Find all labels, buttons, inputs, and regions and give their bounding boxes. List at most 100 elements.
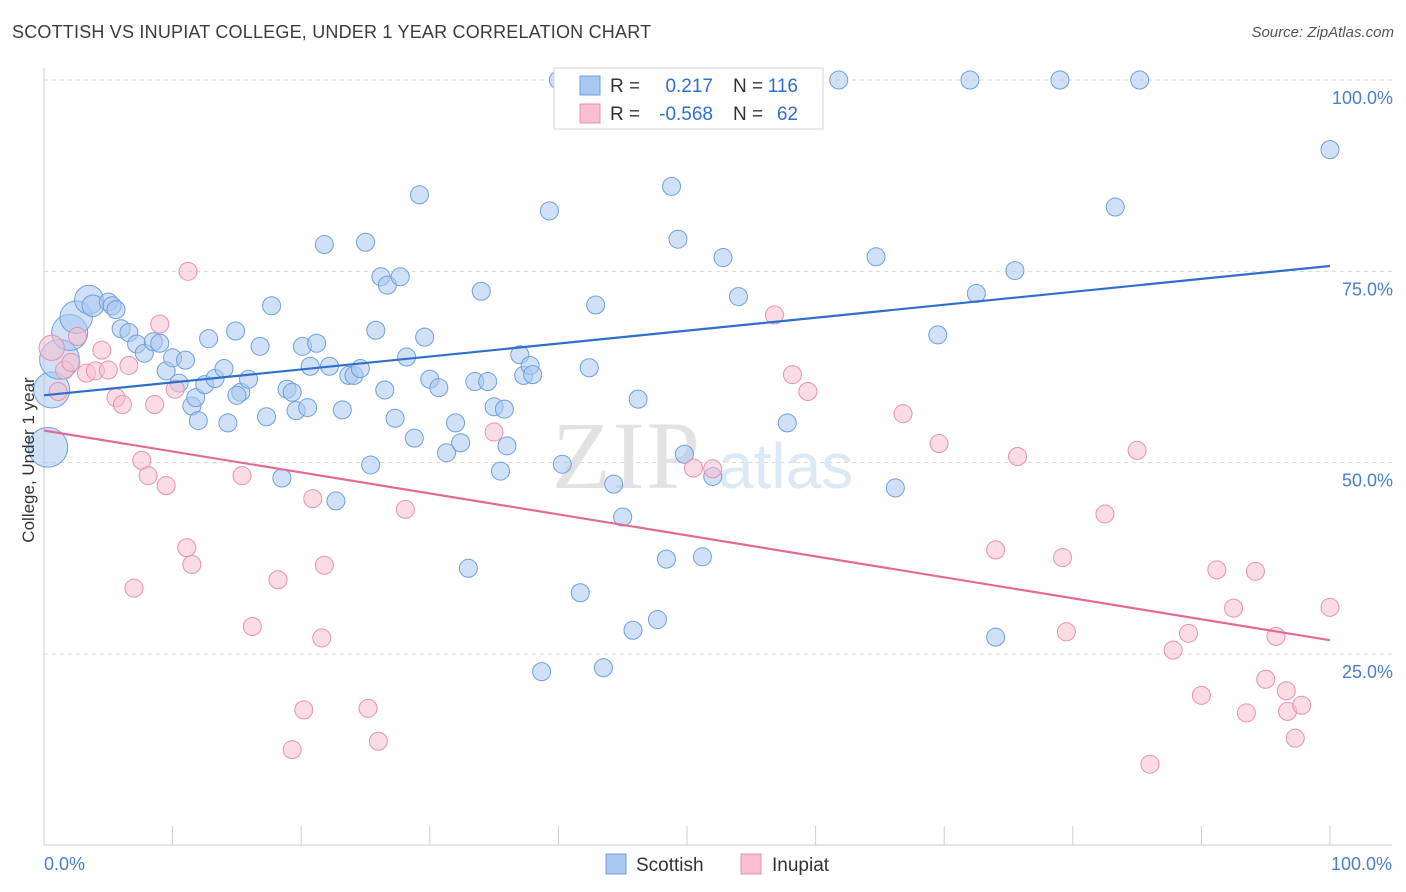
series-legend: Scottish Inupiat (605, 853, 830, 876)
scottish-point (523, 365, 543, 385)
y-tick-label: 75.0% (1342, 279, 1393, 299)
scottish-point (491, 461, 511, 481)
inupiat-point (764, 305, 784, 325)
scottish-point (1050, 70, 1070, 90)
y-tick-labels: 100.0% 75.0% 50.0% 25.0% (1332, 88, 1393, 682)
inupiat-point (986, 540, 1006, 560)
scottish-point (532, 662, 552, 682)
x-tick-label-left: 0.0% (44, 854, 85, 874)
x-tick-label-right: 100.0% (1331, 854, 1392, 874)
scottish-point (186, 388, 206, 408)
scottish-point (262, 296, 282, 316)
scottish-point (175, 350, 195, 370)
legend-n-value-scottish: 116 (768, 76, 798, 97)
inupiat-point (303, 489, 323, 509)
bottom-legend-swatch-scottish (605, 853, 627, 875)
y-tick-label: 50.0% (1342, 471, 1393, 491)
scottish-point (1130, 70, 1150, 90)
scottish-point (366, 320, 386, 340)
scottish-point (728, 287, 748, 307)
inupiat-point (1127, 440, 1147, 460)
scottish-point (497, 436, 517, 456)
inupiat-point (1163, 640, 1183, 660)
inupiat-point (1236, 703, 1256, 723)
inupiat-point (67, 326, 87, 346)
inupiat-point (112, 395, 132, 415)
inupiat-point (98, 360, 118, 380)
scottish-point (647, 610, 667, 630)
scottish-point (668, 229, 688, 249)
scottish-point (390, 267, 410, 287)
bottom-legend-swatch-inupiat (740, 853, 762, 875)
scottish-point (458, 558, 478, 578)
source-label: Source: ZipAtlas.com (1251, 24, 1394, 41)
scottish-point (656, 549, 676, 569)
scottish-point (623, 620, 643, 640)
scottish-point (188, 411, 208, 431)
inupiat-trend-line (43, 429, 1331, 642)
scottish-point (150, 333, 170, 353)
scottish-point (218, 413, 238, 433)
inupiat-point (178, 261, 198, 281)
scottish-point (628, 389, 648, 409)
inupiat-point (314, 555, 334, 575)
watermark: ZIP atlas (552, 402, 853, 509)
inupiat-point (1224, 598, 1244, 618)
watermark-atlas: atlas (718, 430, 853, 502)
inupiat-point (145, 395, 165, 415)
legend-r-label-scottish: R = (610, 76, 640, 97)
inupiat-point (48, 381, 68, 401)
inupiat-point (242, 616, 262, 636)
scottish-point (478, 372, 498, 392)
scottish-point (579, 358, 599, 378)
legend-r-label-inupiat: R = (610, 104, 640, 125)
inupiat-point (124, 578, 144, 598)
scottish-point (885, 478, 905, 498)
inupiat-point (92, 340, 112, 360)
scottish-point (307, 333, 327, 353)
scottish-point (272, 468, 292, 488)
scottish-point (446, 413, 466, 433)
inupiat-point (1207, 560, 1227, 580)
inupiat-point (368, 731, 388, 751)
scottish-point (256, 407, 276, 427)
inupiat-point (1292, 695, 1312, 715)
scottish-point (674, 444, 694, 464)
inupiat-point (1285, 728, 1305, 748)
scottish-point (1005, 261, 1025, 281)
scottish-point (593, 658, 613, 678)
inupiat-point (156, 476, 176, 496)
inupiat-point (929, 434, 949, 454)
inupiat-point (232, 466, 252, 486)
scottish-point (226, 321, 246, 341)
scottish-point (397, 347, 417, 367)
inupiat-point (1320, 597, 1340, 617)
scottish-point (227, 385, 247, 405)
scottish-point (866, 247, 886, 267)
scottish-point (332, 400, 352, 420)
legend-n-label-inupiat: N = (733, 104, 763, 125)
inupiat-point (61, 352, 81, 372)
stats-legend: R = 0.217 N = 116 R = -0.568 N = 62 (553, 67, 824, 130)
bottom-legend-label-scottish: Scottish (636, 855, 704, 876)
scottish-point (415, 327, 435, 347)
scottish-trend-line (43, 264, 1331, 397)
inupiat-point (1053, 548, 1073, 568)
scottish-point (692, 547, 712, 567)
scottish-point (437, 443, 457, 463)
inupiat-point (150, 314, 170, 334)
scottish-point (586, 295, 606, 315)
inupiat-point (119, 355, 139, 375)
inupiat-point (703, 459, 723, 479)
scottish-point (326, 491, 346, 511)
inupiat-point (294, 700, 314, 720)
scottish-point (662, 176, 682, 196)
scottish-point (552, 454, 572, 474)
inupiat-points (38, 261, 1340, 774)
scottish-point (410, 185, 430, 205)
inupiat-point (1191, 685, 1211, 705)
chart-title: SCOTTISH VS INUPIAT COLLEGE, UNDER 1 YEA… (12, 22, 652, 42)
legend-r-value-inupiat: -0.568 (659, 104, 713, 125)
scottish-point (494, 399, 514, 419)
